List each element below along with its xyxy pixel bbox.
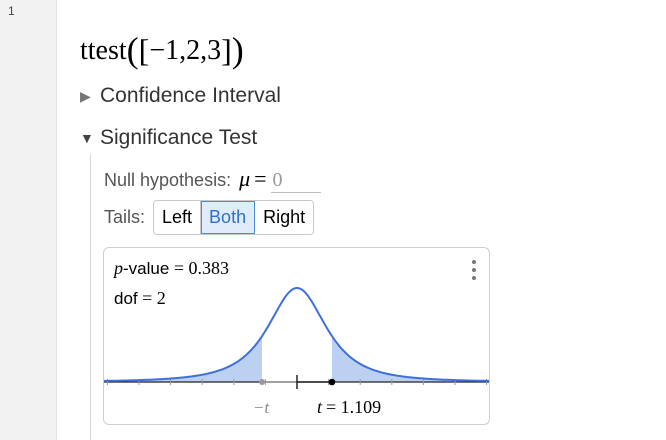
null-hypothesis-input[interactable] xyxy=(270,169,321,193)
open-paren: ( xyxy=(126,30,139,70)
confidence-interval-toggle[interactable]: ▶ Confidence Interval xyxy=(80,84,281,108)
close-paren: ) xyxy=(231,30,244,70)
chevron-down-icon: ▼ xyxy=(80,130,94,146)
null-hypothesis-row: Null hypothesis: μ = xyxy=(104,166,321,193)
function-name: ttest xyxy=(80,35,127,66)
right-tail-shading xyxy=(332,336,489,382)
result-card: p-value = 0.383 dof = 2 −t t = 1.109 xyxy=(103,247,490,425)
t-distribution-plot: −t t = 1.109 xyxy=(104,287,489,417)
tails-segmented-control: Left Both Right xyxy=(153,200,315,235)
expression-args: −1,2,3 xyxy=(149,35,222,66)
tails-row: Tails: Left Both Right xyxy=(104,200,315,235)
line-gutter: 1 xyxy=(0,0,57,440)
ttest-expression[interactable]: ttest([−1,2,3]) xyxy=(80,26,244,70)
tails-both-button[interactable]: Both xyxy=(201,201,256,234)
equals-sign: = xyxy=(254,166,267,191)
neg-t-marker xyxy=(259,379,265,385)
mu-symbol: μ xyxy=(239,166,251,191)
dof-equals: = 2 xyxy=(142,288,166,308)
close-bracket: ] xyxy=(221,32,232,68)
significance-test-toggle[interactable]: ▼ Significance Test xyxy=(80,126,257,150)
t-marker xyxy=(328,378,336,386)
null-hypothesis-label: Null hypothesis: xyxy=(104,170,232,190)
open-bracket: [ xyxy=(138,32,150,68)
left-tail-shading xyxy=(104,336,262,382)
significance-test-label: Significance Test xyxy=(100,126,258,149)
tails-label: Tails: xyxy=(104,207,146,227)
chevron-right-icon: ▶ xyxy=(80,87,91,104)
t-density-curve xyxy=(104,287,489,382)
tails-right-button[interactable]: Right xyxy=(255,201,314,234)
neg-t-label: −t xyxy=(253,398,270,417)
t-value-label: t = 1.109 xyxy=(317,397,381,417)
significance-test-body-rule xyxy=(90,154,91,440)
p-value-label: -value xyxy=(123,259,170,278)
confidence-interval-label: Confidence Interval xyxy=(100,84,281,107)
line-number: 1 xyxy=(8,4,15,18)
p-symbol: p xyxy=(114,258,123,278)
more-options-icon[interactable] xyxy=(471,260,477,282)
p-value-readout: p-value = 0.383 xyxy=(114,258,229,279)
tails-left-button[interactable]: Left xyxy=(154,201,202,234)
dof-label: dof xyxy=(114,289,138,308)
p-value-equals: = 0.383 xyxy=(173,258,229,278)
dof-readout: dof = 2 xyxy=(114,288,166,309)
